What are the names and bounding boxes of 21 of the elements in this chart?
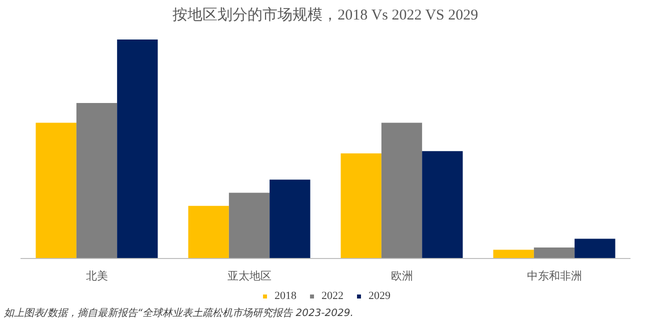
- bar: [534, 248, 575, 258]
- bar: [117, 39, 158, 258]
- bar: [422, 151, 463, 258]
- x-tick-label: 欧洲: [390, 270, 413, 282]
- bar: [188, 206, 229, 258]
- bar: [493, 250, 534, 258]
- legend-label: 2018: [274, 290, 296, 302]
- x-tick-label: 亚太地区: [227, 270, 272, 282]
- text: 如上图表/数据，摘自最新报告“全球林业表土疏松机市场研究报告 2023-2029.: [4, 307, 354, 321]
- bar: [76, 102, 118, 258]
- bar: [228, 192, 270, 258]
- bar: [270, 180, 310, 258]
- bar: [340, 153, 382, 258]
- x-tick-label: 中东和非洲: [526, 270, 582, 282]
- chart-title: 按地区划分的市场规模，2018 Vs 2022 VS 2029: [172, 6, 478, 24]
- bar: [381, 122, 422, 258]
- bar: [36, 122, 76, 258]
- legend-label: 2029: [368, 290, 390, 302]
- bar: [574, 238, 616, 258]
- legend-label: 2022: [322, 290, 344, 302]
- x-tick-label: 北美: [86, 270, 108, 282]
